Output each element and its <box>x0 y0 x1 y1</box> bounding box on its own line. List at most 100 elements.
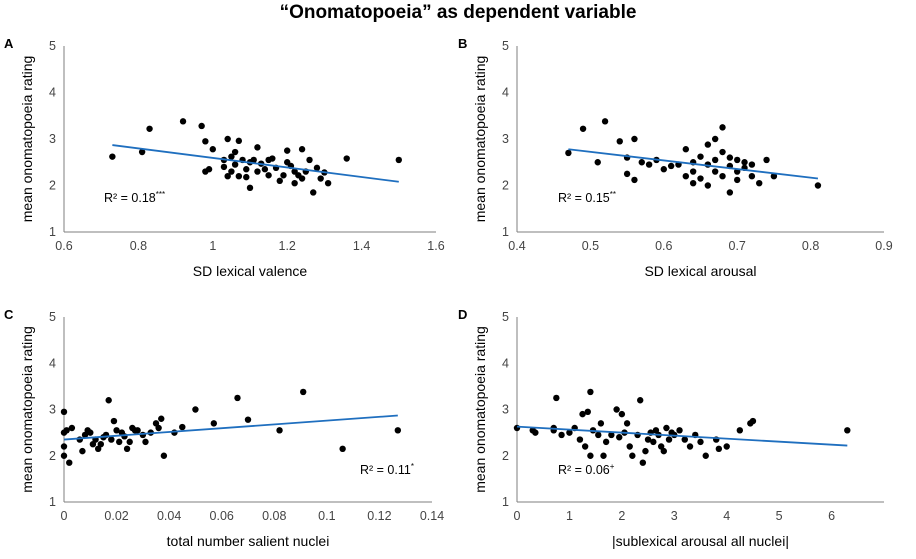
data-point <box>595 431 602 439</box>
data-point <box>756 179 763 187</box>
y-tick-label: 2 <box>49 179 56 193</box>
data-point <box>749 417 757 425</box>
data-point <box>702 452 709 459</box>
y-axis-title: mean onomatopoeia rating <box>472 56 488 223</box>
panel-b: B 1 2 3 4 5 0.4 0.5 0.6 0.7 0.8 0.9 SD lexical arous… <box>458 36 893 279</box>
r-squared-label: R² = 0.18*** <box>104 190 165 205</box>
data-point <box>146 125 153 132</box>
data-point <box>613 406 620 413</box>
data-point <box>224 173 231 180</box>
panel-letter: B <box>458 36 467 51</box>
data-point <box>660 166 667 173</box>
x-tick-label: 1.2 <box>279 239 296 253</box>
y-axis-title: mean onomatopoeia rating <box>472 326 488 493</box>
data-point <box>616 434 623 441</box>
x-tick-label: 0.6 <box>655 239 672 253</box>
data-point <box>711 135 719 143</box>
data-point <box>576 436 584 443</box>
y-tick-label: 5 <box>49 310 56 324</box>
x-axis-title: SD lexical valence <box>193 263 308 279</box>
data-point <box>110 417 118 425</box>
data-point <box>626 443 633 450</box>
data-point <box>665 436 673 443</box>
x-tick-label: 0.1 <box>318 509 335 523</box>
data-point <box>155 424 162 432</box>
data-point <box>689 179 697 187</box>
x-tick-label: 3 <box>671 509 678 523</box>
data-point <box>748 173 756 180</box>
trendline <box>516 425 848 447</box>
data-point <box>682 146 690 153</box>
data-point <box>198 122 205 130</box>
x-axis-title: |sublexical arousal all nuclei| <box>612 533 789 549</box>
panel-c: C 1 2 3 4 5 0 0.02 0.04 0.06 0.08 0.1 0.12 0.14 total … <box>4 307 444 549</box>
data-point <box>231 161 239 168</box>
data-point <box>76 436 83 443</box>
x-tick-label: 1.6 <box>427 239 444 253</box>
data-point <box>394 427 402 434</box>
y-tick-label: 4 <box>502 86 509 100</box>
data-point <box>243 166 250 173</box>
panel-a: A 1 2 3 4 5 0.6 0.8 1 1.2 1.4 1.6 SD lexical valence… <box>4 36 445 279</box>
data-point <box>770 173 778 180</box>
y-tick-label: 4 <box>49 356 56 370</box>
x-tick-label: 0 <box>514 509 521 523</box>
data-point <box>734 176 741 184</box>
data-point <box>313 164 321 172</box>
data-point <box>623 170 631 178</box>
y-tick-label: 3 <box>502 403 509 417</box>
data-point <box>300 388 307 396</box>
data-point <box>600 452 607 459</box>
r-squared-label: R² = 0.15** <box>558 190 616 205</box>
data-point <box>736 427 744 434</box>
data-point <box>234 394 241 402</box>
panel-letter: A <box>4 36 14 51</box>
data-point <box>298 175 306 182</box>
data-point <box>597 420 605 427</box>
data-point <box>584 408 591 416</box>
x-tick-label: 1 <box>566 509 573 523</box>
data-point <box>618 410 626 418</box>
data-point <box>587 452 594 459</box>
x-tick-label: 0.9 <box>875 239 892 253</box>
data-point <box>513 424 521 432</box>
data-point <box>244 416 252 423</box>
data-point <box>650 438 657 446</box>
x-tick-label: 0.04 <box>157 509 181 523</box>
data-point <box>639 459 647 466</box>
data-point <box>663 424 670 432</box>
y-axis-title: mean onomatopoeia rating <box>19 326 35 493</box>
data-point <box>844 427 851 434</box>
data-point <box>79 447 86 455</box>
data-point <box>60 408 68 416</box>
data-point <box>689 168 697 175</box>
data-point <box>581 443 589 450</box>
data-point <box>254 144 261 151</box>
data-point <box>235 173 243 180</box>
data-point <box>638 159 645 166</box>
x-tick-label: 0.6 <box>55 239 72 253</box>
data-point <box>231 148 239 156</box>
data-point <box>719 173 726 180</box>
y-axis-title: mean onomatopoeia rating <box>19 56 35 223</box>
data-point <box>601 118 609 125</box>
r-squared-value: R² = 0.06 <box>558 463 610 477</box>
data-point <box>109 153 116 160</box>
data-point <box>60 452 68 459</box>
data-point <box>160 452 168 459</box>
y-tick-label: 1 <box>502 495 509 509</box>
panel-letter: D <box>458 307 467 322</box>
data-point <box>711 156 719 164</box>
data-point <box>265 172 272 179</box>
data-point <box>608 431 615 439</box>
r-squared-value: R² = 0.18 <box>104 191 156 205</box>
data-point <box>686 443 694 450</box>
y-tick-label: 1 <box>502 225 509 239</box>
y-tick-label: 5 <box>502 39 509 53</box>
data-point <box>126 438 133 446</box>
x-tick-label: 0.5 <box>582 239 599 253</box>
data-point <box>704 141 712 148</box>
data-point <box>734 156 741 164</box>
data-point <box>116 438 123 446</box>
